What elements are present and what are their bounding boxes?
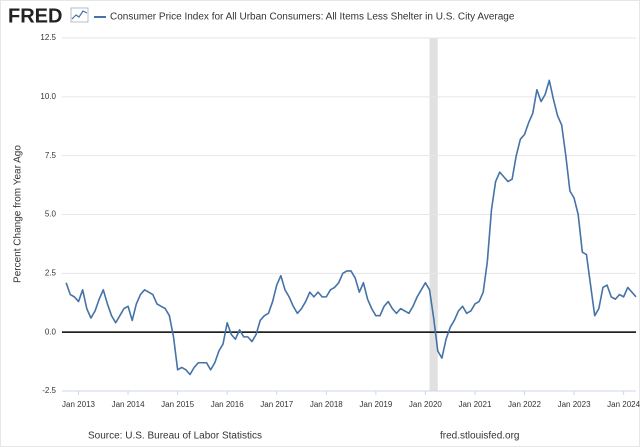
y-tick-label: 5.0 — [45, 210, 57, 219]
y-tick-label: 0.0 — [45, 327, 57, 336]
x-tick-label: Jan 2021 — [458, 400, 491, 409]
x-tick-label: Jan 2014 — [112, 400, 145, 409]
legend-label: Consumer Price Index for All Urban Consu… — [110, 12, 515, 23]
y-tick-label: 2.5 — [45, 268, 57, 277]
site: fred.stlouisfed.org — [440, 431, 520, 442]
x-tick-label: Jan 2024 — [607, 400, 640, 409]
y-tick-label: 12.5 — [40, 33, 56, 42]
x-tick-label: Jan 2013 — [62, 400, 95, 409]
logo: FRED — [8, 5, 62, 27]
x-tick-label: Jan 2018 — [310, 400, 343, 409]
x-tick-label: Jan 2015 — [161, 400, 194, 409]
x-tick-label: Jan 2016 — [211, 400, 244, 409]
y-tick-label: 7.5 — [45, 151, 57, 160]
x-tick-label: Jan 2017 — [260, 400, 293, 409]
x-tick-label: Jan 2022 — [508, 400, 541, 409]
x-tick-label: Jan 2023 — [558, 400, 591, 409]
x-tick-label: Jan 2020 — [409, 400, 442, 409]
y-axis-label: Percent Change from Year Ago — [13, 145, 24, 283]
source: Source: U.S. Bureau of Labor Statistics — [88, 431, 262, 442]
series-line — [65, 79, 637, 376]
y-tick-label: -2.5 — [42, 386, 56, 395]
y-tick-label: 10.0 — [40, 92, 56, 101]
x-tick-label: Jan 2019 — [359, 400, 392, 409]
logo-icon — [70, 7, 89, 23]
